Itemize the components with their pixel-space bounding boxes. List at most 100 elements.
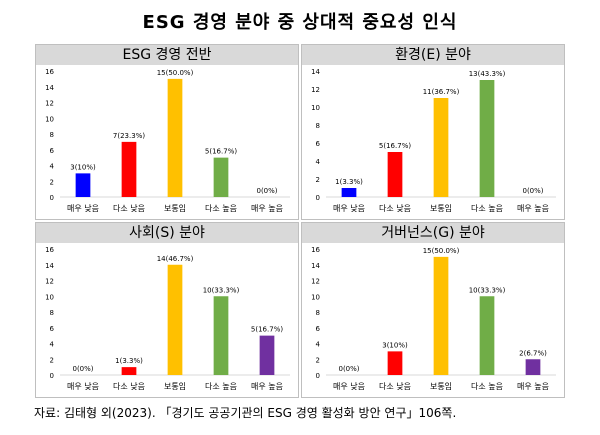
y-tick-label: 14: [311, 262, 320, 270]
bar: [122, 142, 137, 197]
y-tick-label: 16: [45, 68, 54, 76]
y-tick-label: 6: [50, 147, 55, 155]
y-tick-label: 0: [316, 194, 320, 202]
chart-plot: 0 2 4 6 8 10 12 14 16 3(10%) 매우 낮음 7(23.3%) 다소 낮음 15(…: [36, 65, 298, 219]
chart-title: ESG 경영 전반: [36, 45, 298, 65]
data-label: 15(50.0%): [423, 247, 460, 255]
bar: [214, 158, 229, 197]
y-tick-label: 0: [50, 194, 54, 202]
y-tick-label: 2: [50, 178, 54, 186]
chart-panel-esg-overall: ESG 경영 전반 0 2 4 6 8 10 12 14 16 3(10%) 매우 낮음 7(23.3…: [35, 44, 299, 220]
y-tick-label: 8: [316, 309, 320, 317]
x-tick-label: 다소 낮음: [113, 381, 145, 391]
bar: [388, 152, 403, 197]
data-label: 5(16.7%): [205, 148, 237, 156]
bar: [526, 359, 541, 375]
x-tick-label: 다소 높음: [471, 204, 503, 213]
chart-plot: 024681012141(3.3%)매우 낮음5(16.7%)다소 낮음11(3…: [302, 65, 564, 219]
y-tick-label: 16: [45, 246, 54, 254]
data-label: 1(3.3%): [115, 357, 143, 365]
data-label: 3(10%): [70, 163, 96, 171]
bar: [168, 265, 183, 375]
chart-panel-governance: 거버넌스(G) 분야 02468101214160(0%)매우 낮음3(10%)…: [301, 222, 565, 398]
data-label: 15(50.0%): [157, 69, 194, 77]
y-tick-label: 4: [316, 158, 321, 166]
y-tick-label: 0: [50, 372, 54, 380]
bar: [260, 336, 275, 375]
y-tick-label: 2: [316, 176, 320, 184]
data-label: 7(23.3%): [113, 132, 145, 140]
data-label: 10(33.3%): [469, 286, 506, 294]
x-tick-label: 매우 낮음: [333, 203, 365, 213]
chart-title: 사회(S) 분야: [36, 223, 298, 243]
data-label: 13(43.3%): [469, 70, 506, 78]
y-tick-label: 4: [316, 341, 321, 349]
bar: [480, 296, 495, 375]
source-note: 자료: 김태형 외(2023). 「경기도 공공기관의 ESG 경영 활성화 방…: [34, 404, 456, 421]
bar: [480, 80, 495, 197]
x-tick-label: 매우 낮음: [333, 381, 365, 391]
chart-plot: 02468101214160(0%)매우 낮음3(10%)다소 낮음15(50.…: [302, 243, 564, 397]
chart-title: 환경(E) 분야: [302, 45, 564, 65]
data-label: 3(10%): [382, 341, 408, 349]
x-tick-label: 보통임: [430, 204, 452, 213]
chart-plot: 0 2 4 6 8 10 12 14 16 0(0%) 매우 낮음 1(3.3%) 다소 낮음 14(46…: [36, 243, 298, 397]
data-label: 0(0%): [256, 187, 277, 195]
data-label: 14(46.7%): [157, 255, 194, 263]
y-tick-label: 8: [50, 131, 54, 139]
y-tick-label: 6: [316, 325, 321, 333]
bar: [434, 98, 449, 197]
y-tick-label: 4: [50, 163, 55, 171]
page-title: ESG 경영 분야 중 상대적 중요성 인식: [0, 8, 600, 34]
bar: [434, 257, 449, 375]
bar: [214, 296, 229, 375]
chart-title: 거버넌스(G) 분야: [302, 223, 564, 243]
y-tick-label: 12: [45, 100, 54, 108]
bar: [168, 79, 183, 197]
x-tick-label: 매우 높음: [251, 204, 283, 213]
x-tick-label: 보통임: [164, 382, 186, 391]
x-tick-label: 다소 낮음: [113, 203, 145, 213]
data-label: 2(6.7%): [519, 349, 547, 357]
data-label: 0(0%): [338, 365, 359, 373]
y-tick-label: 8: [316, 122, 320, 130]
data-label: 5(16.7%): [379, 142, 411, 150]
x-tick-label: 매우 높음: [517, 382, 549, 391]
y-tick-label: 14: [45, 84, 54, 92]
y-tick-label: 12: [45, 278, 54, 286]
data-label: 11(36.7%): [423, 88, 460, 96]
x-tick-label: 매우 낮음: [67, 381, 99, 391]
chart-panel-social: 사회(S) 분야 0 2 4 6 8 10 12 14 16 0(0%) 매우 낮음 1(3.3%) 다…: [35, 222, 299, 398]
data-label: 1(3.3%): [335, 178, 363, 186]
bar: [342, 188, 357, 197]
bar: [122, 367, 137, 375]
y-tick-label: 6: [50, 325, 55, 333]
x-tick-label: 매우 낮음: [67, 203, 99, 213]
x-tick-label: 보통임: [430, 382, 452, 391]
y-tick-label: 2: [316, 356, 320, 364]
x-tick-label: 매우 높음: [517, 204, 549, 213]
y-tick-label: 10: [45, 115, 54, 123]
x-tick-label: 다소 높음: [471, 382, 503, 391]
data-label: 0(0%): [72, 365, 93, 373]
data-label: 10(33.3%): [203, 286, 240, 294]
x-tick-label: 다소 낮음: [379, 203, 411, 213]
y-tick-label: 14: [311, 68, 320, 76]
data-label: 5(16.7%): [251, 326, 283, 334]
x-tick-label: 다소 높음: [205, 204, 237, 213]
y-tick-label: 2: [50, 356, 54, 364]
bar: [388, 351, 403, 375]
y-tick-label: 10: [45, 293, 54, 301]
x-tick-label: 다소 낮음: [379, 381, 411, 391]
y-tick-label: 10: [311, 104, 320, 112]
y-tick-label: 8: [50, 309, 54, 317]
y-tick-label: 10: [311, 293, 320, 301]
y-tick-label: 14: [45, 262, 54, 270]
x-tick-label: 보통임: [164, 204, 186, 213]
y-tick-label: 6: [316, 140, 321, 148]
y-tick-label: 4: [50, 341, 55, 349]
bar: [76, 173, 91, 197]
x-tick-label: 매우 높음: [251, 382, 283, 391]
y-tick-label: 12: [311, 278, 320, 286]
y-tick-label: 16: [311, 246, 320, 254]
